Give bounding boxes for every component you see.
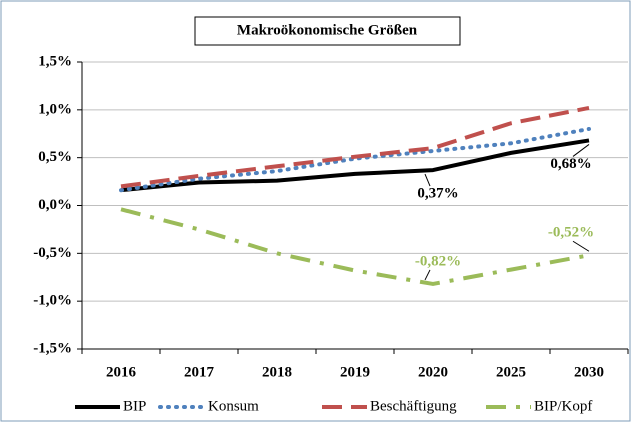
data-label: 0,37% bbox=[417, 186, 458, 202]
line-series bbox=[120, 207, 590, 286]
line-series bbox=[120, 138, 590, 193]
y-tick-label: 1,0% bbox=[38, 101, 72, 117]
x-tick-label: 2018 bbox=[262, 364, 292, 380]
y-tick-label: 0,0% bbox=[38, 197, 72, 213]
y-tick-label: -1,5% bbox=[33, 340, 72, 356]
data-label: -0,82% bbox=[415, 253, 461, 269]
x-tick-label: 2017 bbox=[184, 364, 215, 380]
title-box bbox=[194, 16, 461, 46]
data-label: -0,52% bbox=[548, 225, 594, 241]
label-leader bbox=[572, 240, 590, 252]
line-series bbox=[119, 126, 591, 193]
x-tick-label: 2030 bbox=[574, 364, 604, 380]
label-leader bbox=[424, 269, 431, 281]
y-tick-label: 0,5% bbox=[38, 149, 72, 165]
legend-label: BIP/Kopf bbox=[534, 398, 592, 414]
x-tick-label: 2019 bbox=[340, 364, 370, 380]
x-tick-label: 2025 bbox=[496, 364, 526, 380]
y-tick-label: 1,5% bbox=[38, 53, 72, 69]
y-tick-label: -1,0% bbox=[33, 293, 72, 309]
label-leader bbox=[424, 173, 431, 187]
label-leader bbox=[572, 144, 590, 157]
y-tick-label: -0,5% bbox=[33, 245, 72, 261]
line-series bbox=[120, 105, 590, 189]
chart-title: Makroökonomische Größen bbox=[237, 22, 418, 38]
legend-label: Beschäftigung bbox=[370, 398, 457, 414]
legend-label: BIP bbox=[123, 398, 146, 414]
legend-label: Konsum bbox=[208, 398, 259, 414]
x-tick-label: 2016 bbox=[106, 364, 137, 380]
data-label: 0,68% bbox=[550, 156, 591, 172]
x-tick-label: 2020 bbox=[418, 364, 448, 380]
